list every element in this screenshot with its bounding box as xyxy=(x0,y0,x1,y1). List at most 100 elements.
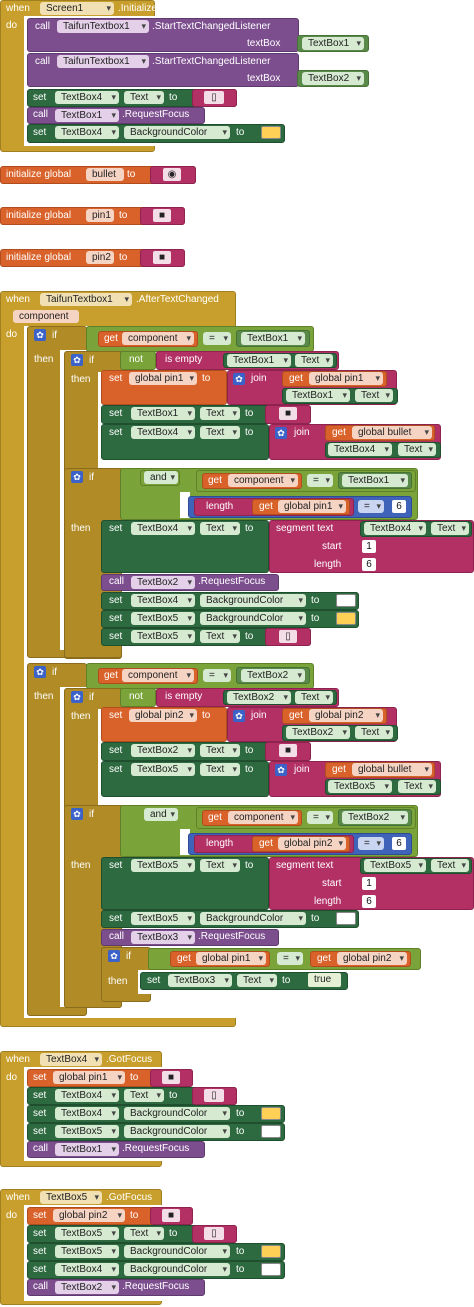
text-property-dropdown[interactable]: Text xyxy=(200,407,240,420)
gear-icon[interactable]: ✿ xyxy=(34,329,46,341)
textbox5-dropdown[interactable]: TextBox5 xyxy=(40,1191,102,1204)
global-pin1-dropdown[interactable]: global pin1 xyxy=(53,1071,125,1084)
bgcolor-property-dropdown[interactable]: BackgroundColor xyxy=(124,1107,230,1120)
string-value[interactable]: ◉ xyxy=(163,168,181,181)
yellow-color-swatch[interactable] xyxy=(261,126,281,139)
text-property-dropdown[interactable]: Text xyxy=(237,974,277,987)
textbox4-dropdown[interactable]: TextBox4 xyxy=(364,522,426,535)
global-pin2-dropdown[interactable]: global pin2 xyxy=(53,1209,125,1222)
eq-dropdown[interactable]: = xyxy=(307,474,333,487)
textbox1-dropdown[interactable]: TextBox1 xyxy=(55,1143,119,1156)
eq-dropdown[interactable]: = xyxy=(203,669,231,682)
global-pin1-dropdown[interactable]: global pin1 xyxy=(196,952,266,965)
eq-dropdown[interactable]: = xyxy=(307,811,333,824)
string-value[interactable]: ■ xyxy=(162,1209,180,1222)
string-value[interactable]: ■ xyxy=(279,744,297,757)
pin1-name-field[interactable]: pin1 xyxy=(86,209,114,222)
global-pin1-dropdown[interactable]: global pin1 xyxy=(309,372,383,385)
component-dropdown[interactable]: component xyxy=(122,332,194,345)
number-six[interactable]: 6 xyxy=(362,895,376,908)
bgcolor-property-dropdown[interactable]: BackgroundColor xyxy=(200,594,306,607)
text-property-dropdown[interactable]: Text xyxy=(431,859,469,872)
text-property-dropdown[interactable]: Text xyxy=(200,630,240,643)
textbox4-dropdown[interactable]: TextBox4 xyxy=(55,91,119,104)
string-value[interactable]: ▯ xyxy=(279,630,297,643)
textbox5-dropdown[interactable]: TextBox5 xyxy=(55,1245,119,1258)
textbox5-dropdown[interactable]: TextBox5 xyxy=(55,1227,119,1240)
textbox1-dropdown[interactable]: TextBox1 xyxy=(302,37,364,50)
bgcolor-property-dropdown[interactable]: BackgroundColor xyxy=(124,126,230,139)
textbox4-dropdown[interactable]: TextBox4 xyxy=(131,426,195,439)
string-value[interactable]: ■ xyxy=(153,209,171,222)
yellow-color-swatch[interactable] xyxy=(261,1245,281,1258)
gear-icon[interactable]: ✿ xyxy=(233,710,245,722)
gear-icon[interactable]: ✿ xyxy=(233,373,245,385)
eq-dropdown[interactable]: = xyxy=(358,837,384,850)
white-color-swatch[interactable] xyxy=(336,594,356,607)
textbox2-dropdown[interactable]: TextBox2 xyxy=(302,72,364,85)
text-property-dropdown[interactable]: Text xyxy=(200,522,240,535)
textbox5-dropdown[interactable]: TextBox5 xyxy=(55,1125,119,1138)
textbox5-dropdown[interactable]: TextBox5 xyxy=(364,859,426,872)
global-bullet-dropdown[interactable]: global bullet xyxy=(352,763,432,776)
gear-icon[interactable]: ✿ xyxy=(71,691,83,703)
global-pin2-dropdown[interactable]: global pin2 xyxy=(278,837,346,850)
global-bullet-dropdown[interactable]: global bullet xyxy=(352,426,432,439)
not-block[interactable] xyxy=(120,688,156,707)
textbox3-dropdown[interactable]: TextBox3 xyxy=(131,931,195,944)
textbox4-dropdown[interactable]: TextBox4 xyxy=(131,522,195,535)
global-pin2-dropdown[interactable]: global pin2 xyxy=(309,709,383,722)
string-value[interactable]: ▯ xyxy=(204,1089,224,1102)
string-value[interactable]: ▯ xyxy=(204,1227,224,1240)
screen1-dropdown[interactable]: Screen1 xyxy=(40,2,114,15)
textbox2-dropdown[interactable]: TextBox2 xyxy=(131,576,195,589)
textbox2-dropdown[interactable]: TextBox2 xyxy=(342,811,408,824)
eq-dropdown[interactable]: = xyxy=(277,952,303,965)
yellow-color-swatch[interactable] xyxy=(336,612,356,625)
textbox1-dropdown[interactable]: TextBox1 xyxy=(241,332,305,345)
text-property-dropdown[interactable]: Text xyxy=(398,443,436,456)
textbox4-dropdown[interactable]: TextBox4 xyxy=(40,1053,102,1066)
textbox4-dropdown[interactable]: TextBox4 xyxy=(328,443,392,456)
string-value[interactable]: ■ xyxy=(279,407,297,420)
not-block[interactable] xyxy=(120,351,156,370)
string-value[interactable]: ▯ xyxy=(204,91,224,104)
textbox1-dropdown[interactable]: TextBox1 xyxy=(55,109,119,122)
white-color-swatch[interactable] xyxy=(261,1263,281,1276)
bgcolor-property-dropdown[interactable]: BackgroundColor xyxy=(124,1125,230,1138)
global-pin1-dropdown[interactable]: global pin1 xyxy=(129,372,197,385)
textbox2-dropdown[interactable]: TextBox2 xyxy=(227,691,291,704)
textbox2-dropdown[interactable]: TextBox2 xyxy=(241,669,305,682)
gear-icon[interactable]: ✿ xyxy=(71,471,83,483)
text-property-dropdown[interactable]: Text xyxy=(355,389,393,402)
bgcolor-property-dropdown[interactable]: BackgroundColor xyxy=(124,1245,230,1258)
textbox5-dropdown[interactable]: TextBox5 xyxy=(131,630,195,643)
textbox4-dropdown[interactable]: TextBox4 xyxy=(55,1089,119,1102)
textbox4-dropdown[interactable]: TextBox4 xyxy=(55,1107,119,1120)
text-property-dropdown[interactable]: Text xyxy=(295,691,333,704)
eq-dropdown[interactable]: = xyxy=(203,332,231,345)
gear-icon[interactable]: ✿ xyxy=(108,950,120,962)
taifun1-dropdown[interactable]: TaifunTextbox1 xyxy=(57,55,149,68)
component-param[interactable]: component xyxy=(13,310,79,323)
textbox5-dropdown[interactable]: TextBox5 xyxy=(131,859,195,872)
number-six[interactable]: 6 xyxy=(392,500,406,513)
text-property-dropdown[interactable]: Text xyxy=(355,726,393,739)
and-dropdown[interactable]: and xyxy=(144,808,178,821)
number-six[interactable]: 6 xyxy=(362,558,376,571)
text-property-dropdown[interactable]: Text xyxy=(124,91,164,104)
white-color-swatch[interactable] xyxy=(261,1125,281,1138)
text-property-dropdown[interactable]: Text xyxy=(431,522,469,535)
textbox5-dropdown[interactable]: TextBox5 xyxy=(131,912,195,925)
component-dropdown[interactable]: component xyxy=(228,474,298,487)
textbox4-dropdown[interactable]: TextBox4 xyxy=(55,1263,119,1276)
textbox1-dropdown[interactable]: TextBox1 xyxy=(227,354,291,367)
text-property-dropdown[interactable]: Text xyxy=(200,744,240,757)
bgcolor-property-dropdown[interactable]: BackgroundColor xyxy=(200,912,306,925)
global-pin1-dropdown[interactable]: global pin1 xyxy=(278,500,346,513)
number-one[interactable]: 1 xyxy=(362,877,376,890)
text-property-dropdown[interactable]: Text xyxy=(200,763,240,776)
textbox5-dropdown[interactable]: TextBox5 xyxy=(131,763,195,776)
string-value[interactable]: ■ xyxy=(153,251,171,264)
gear-icon[interactable]: ✿ xyxy=(71,808,83,820)
